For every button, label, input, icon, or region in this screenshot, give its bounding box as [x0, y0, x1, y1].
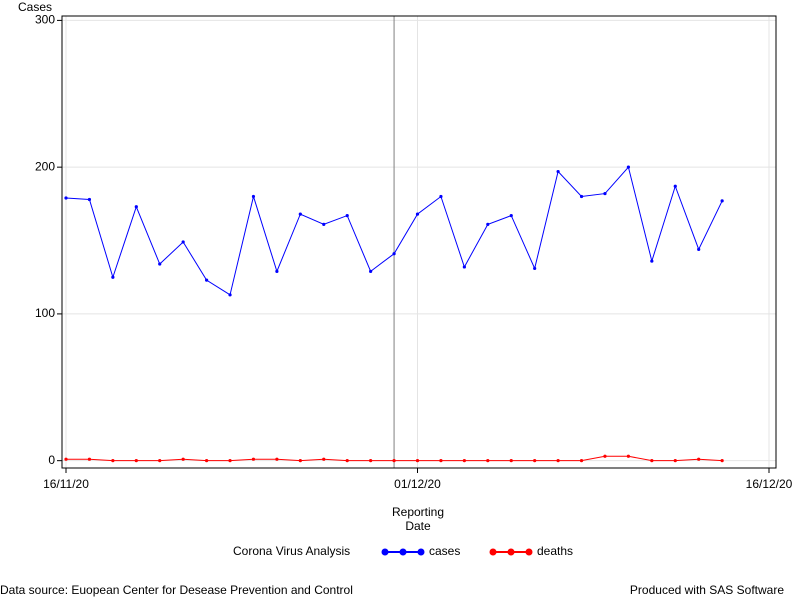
- point: [251, 457, 256, 461]
- point: [556, 459, 560, 463]
- point: [64, 196, 68, 200]
- point: [439, 459, 443, 463]
- point: [603, 454, 607, 458]
- point: [439, 194, 443, 199]
- point: [415, 459, 420, 463]
- point: [415, 212, 420, 216]
- legend-label: deaths: [537, 544, 573, 558]
- point: [579, 194, 584, 199]
- point: [697, 457, 701, 461]
- point: [64, 457, 68, 461]
- point: [673, 184, 677, 188]
- point: [158, 262, 162, 266]
- point: [181, 240, 185, 244]
- point: [720, 459, 724, 463]
- point: [298, 212, 302, 216]
- point: [134, 205, 138, 209]
- point: [533, 266, 537, 271]
- point: [509, 213, 513, 218]
- point: [462, 265, 466, 269]
- point: [533, 459, 537, 463]
- footnote: Data source: Euopean Center for Desease …: [0, 583, 353, 597]
- x-tick-label: 01/12/20: [394, 477, 441, 491]
- point: [603, 191, 607, 196]
- y-tick-label: 100: [35, 306, 55, 320]
- y-tick-label: 300: [35, 13, 55, 27]
- legend-marker: [381, 548, 389, 556]
- y-tick-label: 200: [35, 159, 55, 173]
- point: [650, 459, 654, 463]
- point: [626, 165, 631, 169]
- point: [486, 459, 490, 463]
- point: [579, 459, 584, 463]
- point: [345, 213, 349, 218]
- point: [626, 454, 631, 458]
- footnote: Produced with SAS Software: [630, 583, 784, 597]
- point: [205, 278, 209, 282]
- point: [369, 459, 373, 463]
- point: [392, 459, 396, 463]
- y-axis-label: Cases: [18, 0, 52, 14]
- point: [392, 252, 396, 256]
- legend-title: Corona Virus Analysis: [233, 544, 350, 558]
- point: [369, 269, 373, 273]
- point: [697, 247, 701, 251]
- point: [134, 459, 138, 463]
- point: [720, 199, 724, 203]
- point: [345, 459, 349, 463]
- point: [87, 457, 92, 461]
- legend-marker: [417, 548, 425, 556]
- x-tick-label: 16/11/20: [43, 477, 89, 491]
- point: [111, 275, 115, 279]
- legend-marker: [507, 548, 515, 556]
- point: [87, 197, 92, 202]
- legend-marker: [489, 548, 497, 556]
- point: [251, 194, 256, 199]
- point: [509, 459, 513, 463]
- point: [228, 459, 232, 463]
- point: [322, 222, 326, 226]
- point: [556, 169, 560, 174]
- point: [650, 259, 654, 263]
- point: [486, 222, 490, 226]
- point: [205, 459, 209, 463]
- x-axis-label: Reporting Date: [391, 505, 445, 533]
- x-tick-label: 16/12/20: [746, 477, 793, 491]
- plot-frame: [61, 15, 777, 469]
- point: [275, 457, 279, 461]
- point: [322, 457, 326, 461]
- point: [158, 459, 162, 463]
- y-tick-label: 0: [48, 453, 55, 467]
- point: [298, 459, 302, 463]
- point: [462, 459, 466, 463]
- point: [111, 459, 115, 463]
- legend-marker: [399, 548, 407, 556]
- legend-label: cases: [429, 544, 460, 558]
- legend-marker: [525, 548, 533, 556]
- point: [228, 293, 232, 297]
- point: [181, 457, 185, 461]
- point: [275, 269, 279, 273]
- point: [673, 459, 677, 463]
